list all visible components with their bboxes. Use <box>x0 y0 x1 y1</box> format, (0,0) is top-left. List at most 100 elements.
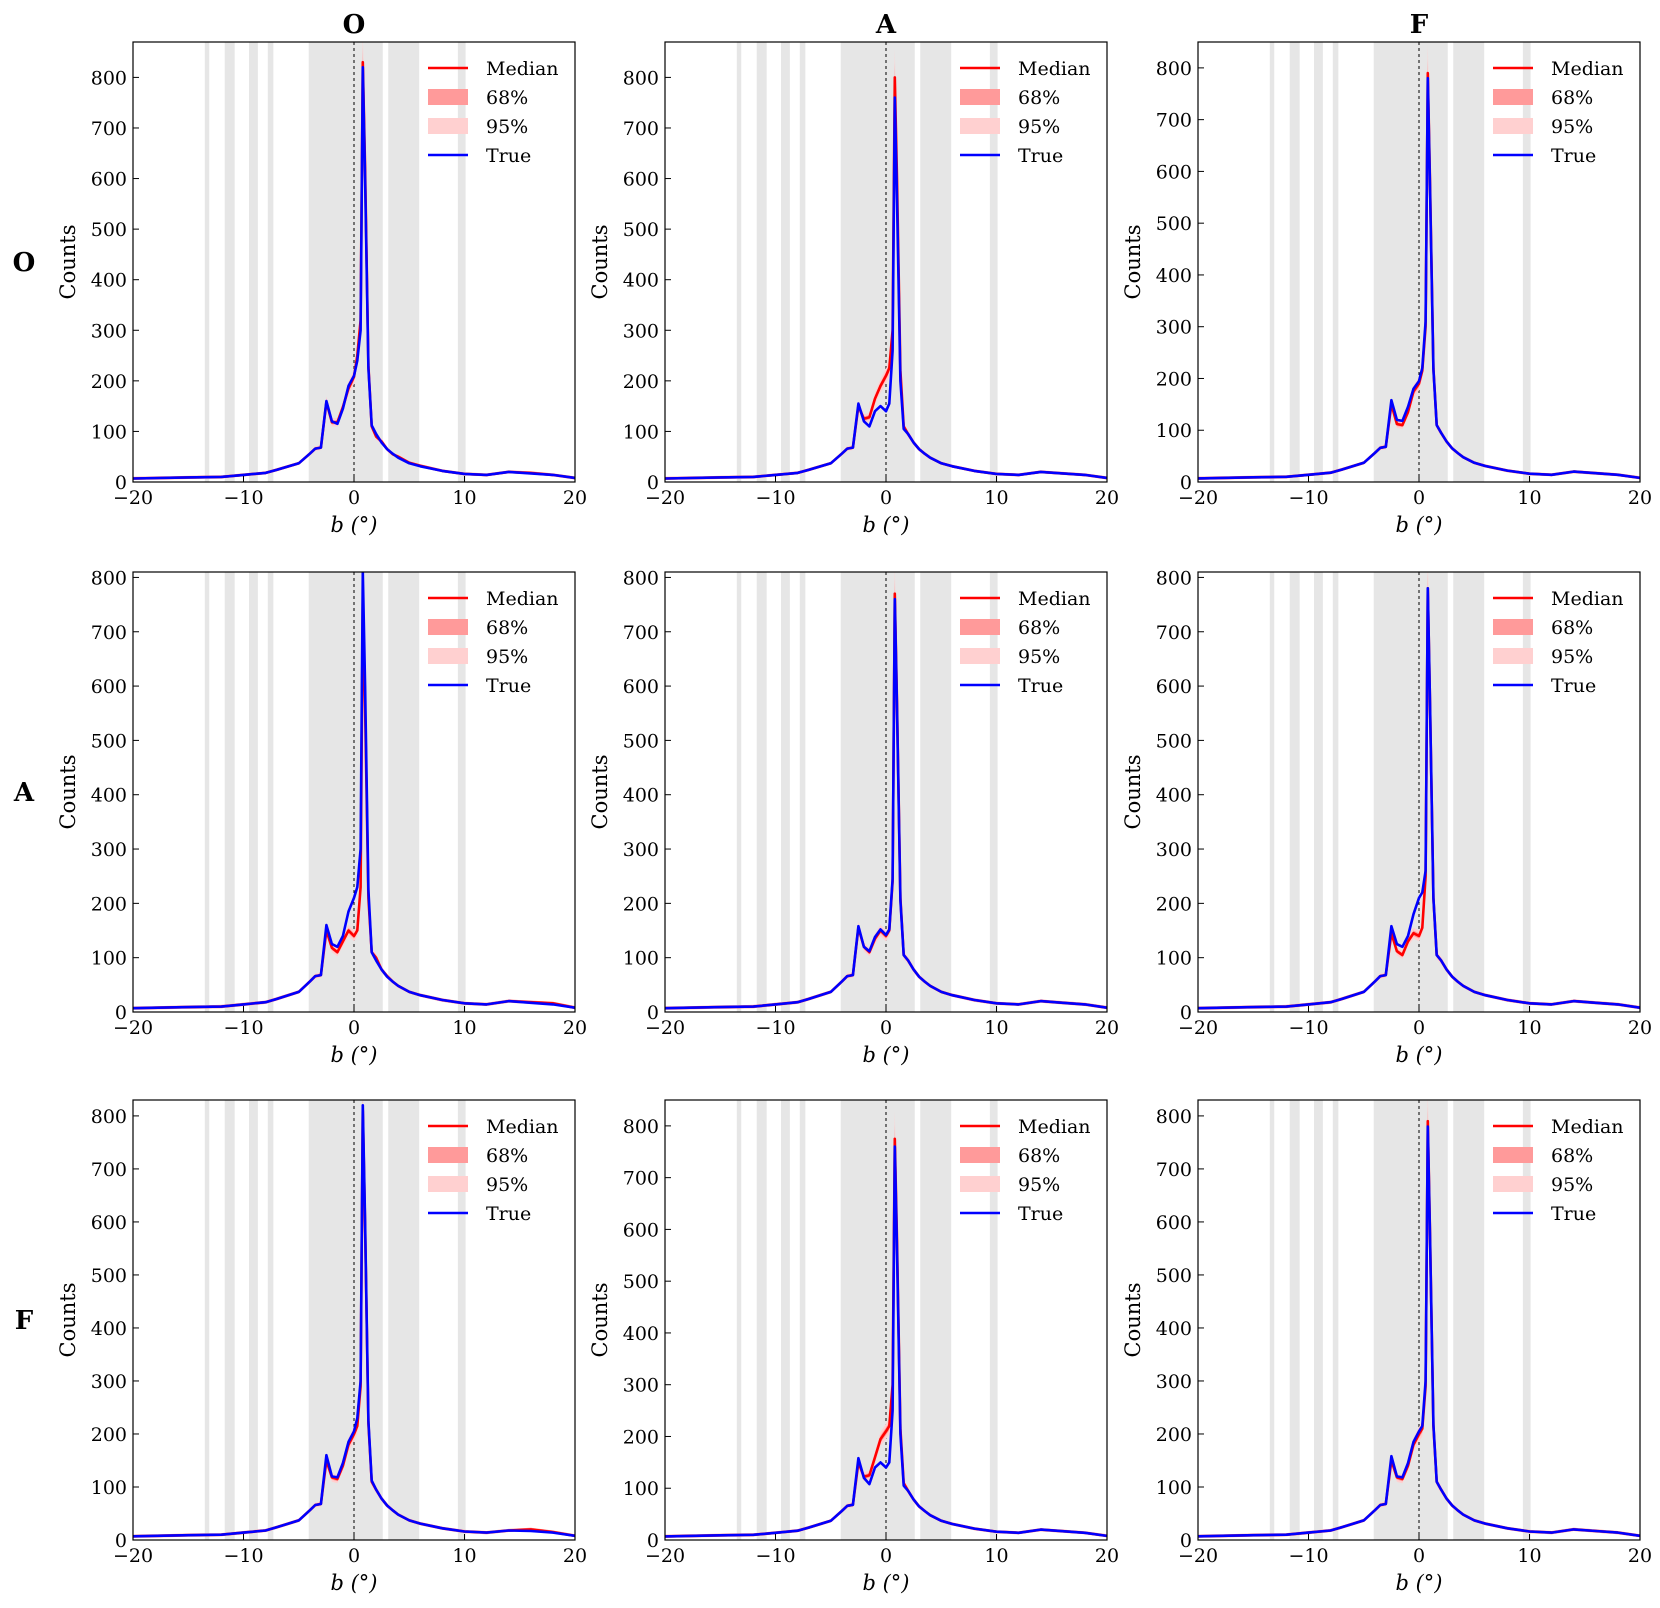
shaded-band <box>204 1100 210 1540</box>
y-tick-label: 300 <box>1156 317 1192 339</box>
y-tick-label: 300 <box>91 839 127 861</box>
y-tick-label: 300 <box>623 320 659 342</box>
x-tick-label: −20 <box>1178 1017 1218 1039</box>
legend-68-label: 68% <box>1018 617 1060 639</box>
shaded-band <box>756 42 767 482</box>
y-tick-label: 600 <box>623 1219 659 1241</box>
x-tick-label: 10 <box>452 487 476 509</box>
y-tick-label: 600 <box>91 676 127 698</box>
row-title: O <box>13 248 36 278</box>
y-tick-label: 500 <box>1156 730 1192 752</box>
x-tick-label: 0 <box>1413 1017 1425 1039</box>
true-line <box>1198 76 1640 480</box>
true-line <box>133 572 575 1010</box>
series-group <box>1198 572 1640 1010</box>
y-tick-label: 800 <box>91 1106 127 1128</box>
x-tick-label: 20 <box>1628 1017 1652 1039</box>
legend-95-label: 95% <box>1551 646 1593 668</box>
y-tick-label: 500 <box>91 730 127 752</box>
shaded-band <box>457 1100 466 1540</box>
legend-68-label: 68% <box>486 1145 528 1167</box>
series-group <box>665 49 1107 480</box>
legend-95-label: 95% <box>1551 116 1593 138</box>
panel-A-F: 0 100 200 300 400 500 600 700 800 −20 −10 0 10 20 b (°… <box>1121 567 1652 1067</box>
legend-median-label: Median <box>1018 58 1091 80</box>
x-tick-label: 10 <box>1517 1545 1541 1567</box>
x-axis-label: b (°) <box>1395 1571 1442 1595</box>
legend-95-label: 95% <box>486 1174 528 1196</box>
shaded-band <box>1522 572 1531 1012</box>
row-title: A <box>13 778 35 808</box>
y-tick-label: 600 <box>1156 1212 1192 1234</box>
legend-95-label: 95% <box>486 116 528 138</box>
y-tick-label: 800 <box>91 67 127 89</box>
panel-F-A: 0 100 200 300 400 500 600 700 800 −20 −10 0 10 20 b (°… <box>588 1099 1119 1595</box>
y-tick-label: 600 <box>623 169 659 191</box>
y-tick-label: 400 <box>91 270 127 292</box>
y-tick-label: 300 <box>623 839 659 861</box>
y-tick-label: 100 <box>91 421 127 443</box>
y-tick-label: 200 <box>91 1424 127 1446</box>
y-axis-label: Counts <box>56 755 80 830</box>
shaded-band <box>249 572 258 1012</box>
x-tick-label: −20 <box>1178 487 1218 509</box>
y-tick-label: 0 <box>115 472 127 494</box>
legend-68-swatch <box>1493 1147 1533 1163</box>
x-axis-label: b (°) <box>330 1571 377 1595</box>
y-tick-label: 0 <box>1180 1002 1192 1024</box>
y-tick-label: 700 <box>623 118 659 140</box>
shaded-band <box>1289 572 1300 1012</box>
legend-true-label: True <box>1018 1203 1063 1225</box>
x-tick-label: −10 <box>755 487 795 509</box>
x-axis-label: b (°) <box>1395 1043 1442 1067</box>
y-tick-label: 0 <box>1180 1530 1192 1552</box>
shaded-band <box>756 1100 767 1540</box>
x-tick-label: −20 <box>113 1545 153 1567</box>
x-tick-label: 0 <box>1413 487 1425 509</box>
x-tick-label: 10 <box>984 1545 1008 1567</box>
x-tick-label: 10 <box>1517 1017 1541 1039</box>
legend-68-swatch <box>1493 619 1533 635</box>
x-tick-label: 10 <box>452 1017 476 1039</box>
y-axis-label: Counts <box>588 225 612 300</box>
shaded-band <box>1453 42 1485 482</box>
y-tick-label: 500 <box>91 1265 127 1287</box>
y-tick-label: 800 <box>1156 567 1192 589</box>
y-tick-label: 400 <box>1156 785 1192 807</box>
series-group <box>665 1110 1107 1538</box>
x-tick-label: 0 <box>880 487 892 509</box>
legend-median-label: Median <box>486 588 559 610</box>
y-tick-label: 200 <box>623 893 659 915</box>
legend-68-swatch <box>960 1147 1000 1163</box>
shaded-band <box>457 42 466 482</box>
x-tick-label: −10 <box>223 1545 263 1567</box>
legend-95-swatch <box>428 118 468 134</box>
y-axis-label: Counts <box>1121 1283 1145 1358</box>
true-line <box>133 1104 575 1538</box>
legend-95-label: 95% <box>1551 1174 1593 1196</box>
legend-true-label: True <box>486 1203 531 1225</box>
panel-A-O: 0 100 200 300 400 500 600 700 800 −20 −10 0 10 20 b (°… <box>56 567 587 1067</box>
legend-68-label: 68% <box>1018 1145 1060 1167</box>
shaded-band <box>799 42 806 482</box>
shaded-band <box>920 572 952 1012</box>
x-tick-label: 20 <box>1628 1545 1652 1567</box>
y-tick-label: 600 <box>91 169 127 191</box>
legend-68-swatch <box>960 89 1000 105</box>
y-tick-label: 700 <box>623 622 659 644</box>
shaded-band <box>756 572 767 1012</box>
legend-median-label: Median <box>1018 588 1091 610</box>
legend-68-label: 68% <box>486 87 528 109</box>
shaded-band <box>267 42 274 482</box>
shaded-band <box>736 572 742 1012</box>
x-tick-label: −20 <box>1178 1545 1218 1567</box>
shaded-band <box>1289 1100 1300 1540</box>
y-tick-label: 400 <box>91 1318 127 1340</box>
shaded-band <box>224 572 235 1012</box>
shaded-band <box>224 1100 235 1540</box>
legend-95-label: 95% <box>1018 646 1060 668</box>
series-group <box>133 1100 575 1538</box>
column-title: A <box>875 10 897 40</box>
shaded-band <box>781 572 790 1012</box>
y-tick-label: 700 <box>91 118 127 140</box>
